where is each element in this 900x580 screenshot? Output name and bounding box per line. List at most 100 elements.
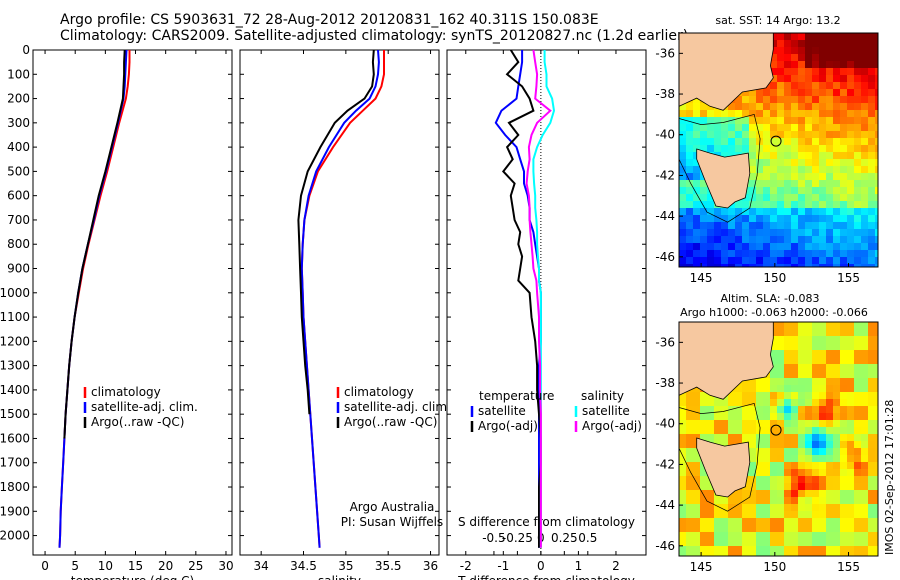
field-cell <box>728 103 736 111</box>
field-cell <box>777 124 785 132</box>
field-cell <box>840 187 848 195</box>
field-cell <box>826 532 834 540</box>
field-cell <box>777 378 785 386</box>
field-cell <box>812 455 820 463</box>
field-cell <box>854 490 862 498</box>
field-cell <box>840 448 848 456</box>
field-cell <box>805 455 813 463</box>
field-cell <box>840 476 848 484</box>
field-cell <box>784 420 792 428</box>
field-cell <box>770 222 778 230</box>
field-cell <box>847 462 855 470</box>
field-cell <box>840 117 848 125</box>
field-cell <box>763 131 771 139</box>
field-cell <box>763 434 771 442</box>
field-cell <box>770 110 778 118</box>
field-cell <box>833 54 841 62</box>
field-cell <box>735 385 743 393</box>
field-cell <box>700 427 708 435</box>
field-cell <box>854 117 862 125</box>
field-cell <box>770 250 778 258</box>
field-cell <box>847 378 855 386</box>
field-cell <box>791 103 799 111</box>
field-cell <box>707 511 715 519</box>
field-cell <box>854 124 862 132</box>
field-cell <box>854 448 862 456</box>
field-cell <box>868 145 876 153</box>
field-cell <box>700 145 708 153</box>
field-cell <box>812 138 820 146</box>
field-cell <box>840 371 848 379</box>
field-cell <box>854 257 862 265</box>
field-cell <box>693 257 701 265</box>
field-cell <box>777 229 785 237</box>
field-cell <box>742 518 750 526</box>
field-cell <box>686 117 694 125</box>
field-cell <box>749 96 757 104</box>
field-cell <box>728 138 736 146</box>
field-cell <box>812 504 820 512</box>
field-cell <box>798 476 806 484</box>
field-cell <box>875 357 878 365</box>
field-cell <box>770 229 778 237</box>
field-cell <box>714 117 722 125</box>
field-cell <box>784 82 792 90</box>
field-cell <box>714 208 722 216</box>
field-cell <box>861 229 869 237</box>
field-cell <box>854 476 862 484</box>
field-cell <box>714 406 722 414</box>
series-line-satellite <box>494 50 542 548</box>
y-tick-label: 0 <box>22 43 30 57</box>
field-cell <box>868 152 876 160</box>
field-cell <box>868 159 876 167</box>
shelf-contour <box>679 402 761 512</box>
field-cell <box>812 525 820 533</box>
field-cell <box>777 441 785 449</box>
field-cell <box>826 392 834 400</box>
field-cell <box>700 222 708 230</box>
x-tick-label: 15 <box>128 559 143 573</box>
field-cell <box>693 427 701 435</box>
field-cell <box>826 469 834 477</box>
field-cell <box>819 257 827 265</box>
field-cell <box>861 413 869 421</box>
field-cell <box>847 264 855 267</box>
field-cell <box>805 89 813 97</box>
field-cell <box>770 343 778 351</box>
field-cell <box>784 553 792 556</box>
field-cell <box>798 54 806 62</box>
field-cell <box>833 131 841 139</box>
field-cell <box>875 420 878 428</box>
field-cell <box>728 257 736 265</box>
field-cell <box>770 236 778 244</box>
field-cell <box>693 250 701 258</box>
axes-frame <box>32 49 233 556</box>
field-cell <box>791 243 799 251</box>
field-cell <box>847 343 855 351</box>
field-cell <box>840 420 848 428</box>
field-cell <box>686 159 694 167</box>
field-cell <box>770 448 778 456</box>
field-cell <box>798 187 806 195</box>
field-cell <box>784 441 792 449</box>
field-cell <box>714 264 722 267</box>
field-cell <box>805 399 813 407</box>
field-cell <box>742 539 750 547</box>
field-cell <box>784 236 792 244</box>
field-cell <box>777 350 785 358</box>
field-cell <box>854 103 862 111</box>
field-cell <box>791 448 799 456</box>
field-cell <box>812 336 820 344</box>
field-cell <box>847 413 855 421</box>
argo-position-marker <box>770 135 782 147</box>
field-cell <box>875 455 878 463</box>
field-cell <box>749 553 757 556</box>
field-cell <box>686 455 694 463</box>
field-cell <box>728 511 736 519</box>
field-cell <box>875 194 878 202</box>
field-cell <box>791 546 799 554</box>
field-cell <box>721 420 729 428</box>
field-cell <box>791 201 799 209</box>
field-cell <box>784 145 792 153</box>
field-cell <box>742 124 750 132</box>
